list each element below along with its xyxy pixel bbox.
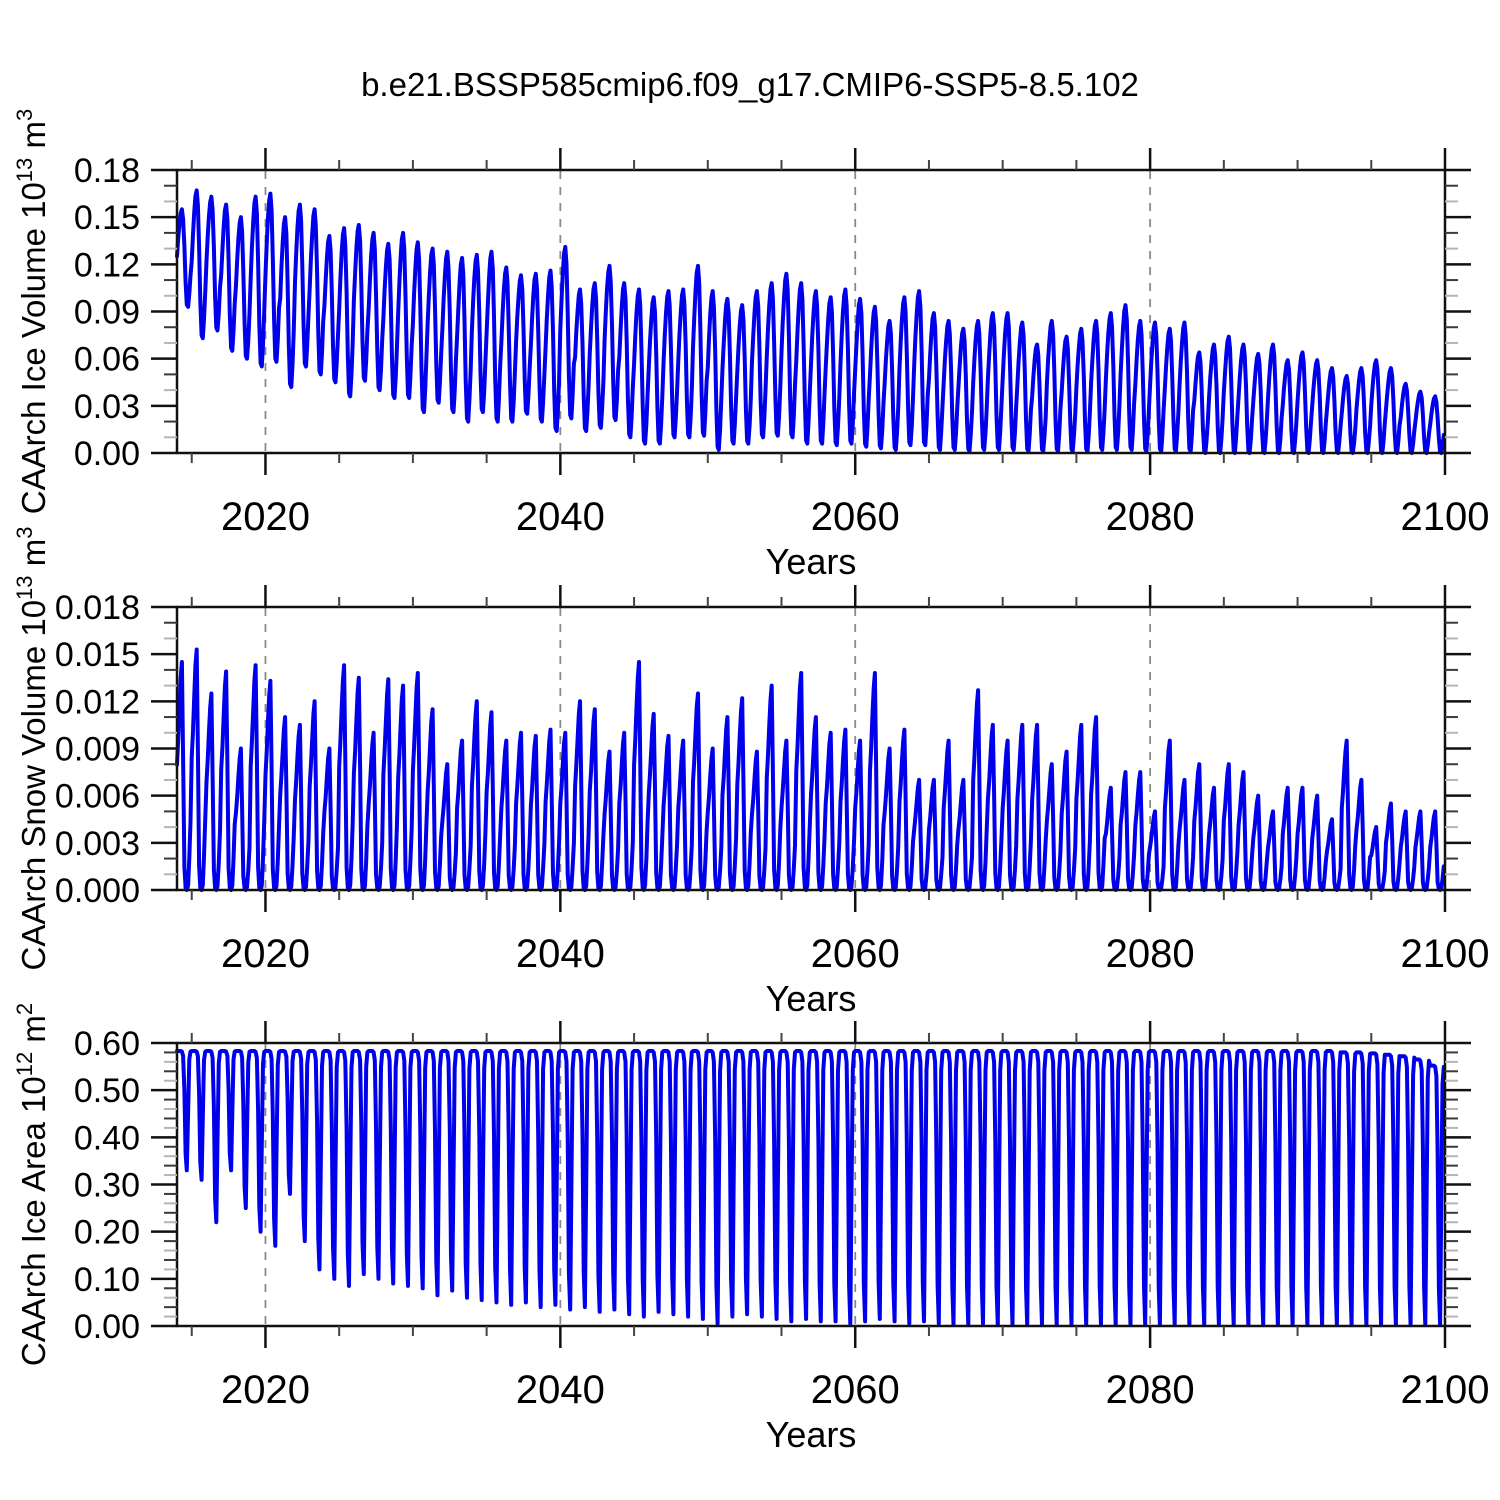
xtick-label: 2020 [221,932,310,976]
series-line [175,1049,1446,1328]
panel-3: 0.00 0.10 0.20 0.30 0.40 0.50 0.60 2020 2040 2060… [12,1003,1489,1455]
ytick-label: 0.09 [74,294,140,332]
xtick-label: 2020 [221,495,310,539]
ytick-label: 0.000 [55,872,140,910]
ytick-label: 0.006 [55,778,140,816]
ticks: 0.00 0.10 0.20 0.30 0.40 0.50 0.60 2020 2040 2060… [74,1021,1490,1412]
xtick-label: 2100 [1401,495,1490,539]
xtick-label: 2040 [516,932,605,976]
xtick-label: 2080 [1106,1368,1195,1412]
series-line [175,647,1446,892]
ytick-label: 0.60 [74,1025,140,1063]
xtick-label: 2060 [811,495,900,539]
y-axis-title: CAArch Snow Volume 1013 m3 [12,527,52,971]
xtick-label: 2100 [1401,932,1490,976]
x-axis-title: Years [766,541,857,582]
ytick-label: 0.03 [74,388,140,426]
xtick-label: 2020 [221,1368,310,1412]
series-line [175,188,1446,455]
xtick-label: 2060 [811,932,900,976]
ytick-label: 0.30 [74,1167,140,1205]
xtick-label: 2040 [516,1368,605,1412]
xtick-label: 2080 [1106,932,1195,976]
xtick-label: 2060 [811,1368,900,1412]
x-axis-title: Years [766,1414,857,1455]
ytick-label: 0.00 [74,1308,140,1346]
ytick-label: 0.012 [55,683,140,721]
ytick-label: 0.20 [74,1214,140,1252]
y-axis-title: CAArch Ice Volume 1013 m3 [12,109,52,514]
xtick-label: 2100 [1401,1368,1490,1412]
ytick-label: 0.018 [55,589,140,627]
ytick-label: 0.10 [74,1261,140,1299]
ytick-label: 0.06 [74,341,140,379]
y-axis-title: CAArch Ice Area 1012 m2 [12,1003,52,1366]
ytick-label: 0.003 [55,825,140,863]
ytick-label: 0.009 [55,731,140,769]
x-axis-title: Years [766,978,857,1019]
ytick-label: 0.00 [74,435,140,473]
panel-2: 0.000 0.003 0.006 0.009 0.012 0.015 0.018 2020 2… [12,527,1489,1019]
ytick-label: 0.40 [74,1119,140,1157]
ytick-label: 0.15 [74,199,140,237]
ticks: 0.00 0.03 0.06 0.09 0.12 0.15 0.18 2020 2040 2060… [74,148,1490,539]
panel-1: 0.00 0.03 0.06 0.09 0.12 0.15 0.18 2020 2040 2060… [12,109,1489,582]
ytick-label: 0.015 [55,636,140,674]
ytick-label: 0.12 [74,246,140,284]
chart-title: b.e21.BSSP585cmip6.f09_g17.CMIP6-SSP5-8.… [361,66,1139,103]
xtick-label: 2040 [516,495,605,539]
gridlines [264,1044,1152,1325]
ytick-label: 0.50 [74,1072,140,1110]
ticks: 0.000 0.003 0.006 0.009 0.012 0.015 0.018 2020 2… [55,585,1490,976]
ytick-label: 0.18 [74,152,140,190]
xtick-label: 2080 [1106,495,1195,539]
